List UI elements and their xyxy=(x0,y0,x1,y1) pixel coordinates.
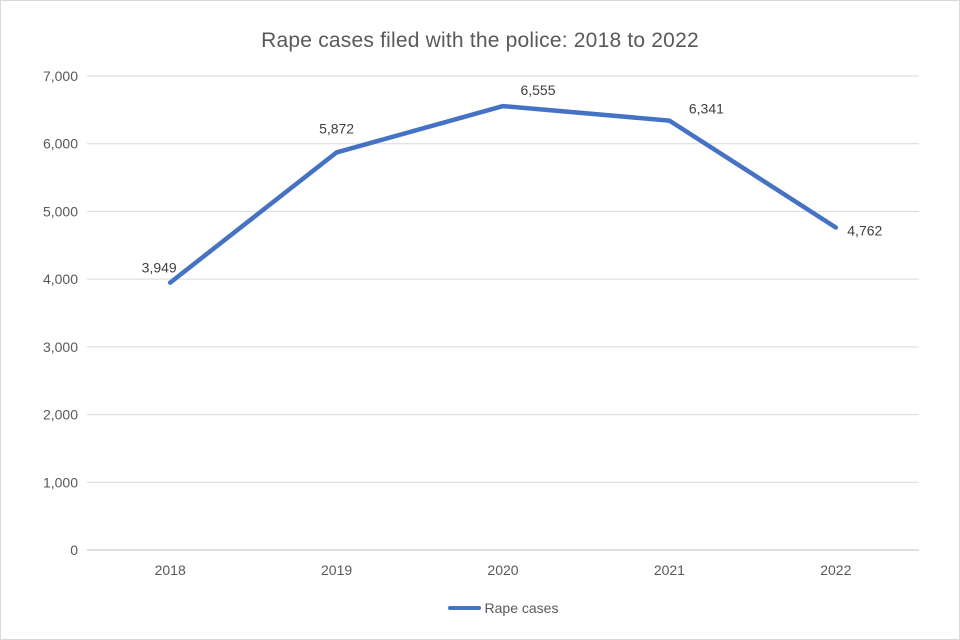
x-tick-label: 2022 xyxy=(820,562,851,578)
x-tick-label: 2020 xyxy=(487,562,518,578)
data-label: 3,949 xyxy=(142,260,177,276)
y-tick-label: 4,000 xyxy=(43,271,78,287)
data-label: 5,872 xyxy=(319,120,354,136)
data-label: 6,341 xyxy=(689,101,724,117)
y-tick-label: 6,000 xyxy=(43,136,78,152)
series-line-rape-cases xyxy=(167,103,839,285)
data-label: 6,555 xyxy=(520,82,555,98)
y-tick-label: 5,000 xyxy=(43,203,78,219)
x-tick-label: 2019 xyxy=(321,562,352,578)
y-tick-label: 3,000 xyxy=(43,339,78,355)
y-tick-label: 0 xyxy=(70,542,78,558)
y-tick-label: 1,000 xyxy=(43,474,78,490)
y-tick-label: 2,000 xyxy=(43,407,78,423)
chart-title: Rape cases filed with the police: 2018 t… xyxy=(261,29,699,52)
y-tick-label: 7,000 xyxy=(43,68,78,84)
x-tick-label: 2018 xyxy=(155,562,186,578)
data-label: 4,762 xyxy=(847,223,882,239)
legend: Rape cases xyxy=(87,598,919,618)
legend-line-marker xyxy=(447,606,481,610)
x-tick-label: 2021 xyxy=(654,562,685,578)
legend-label: Rape cases xyxy=(484,600,559,616)
